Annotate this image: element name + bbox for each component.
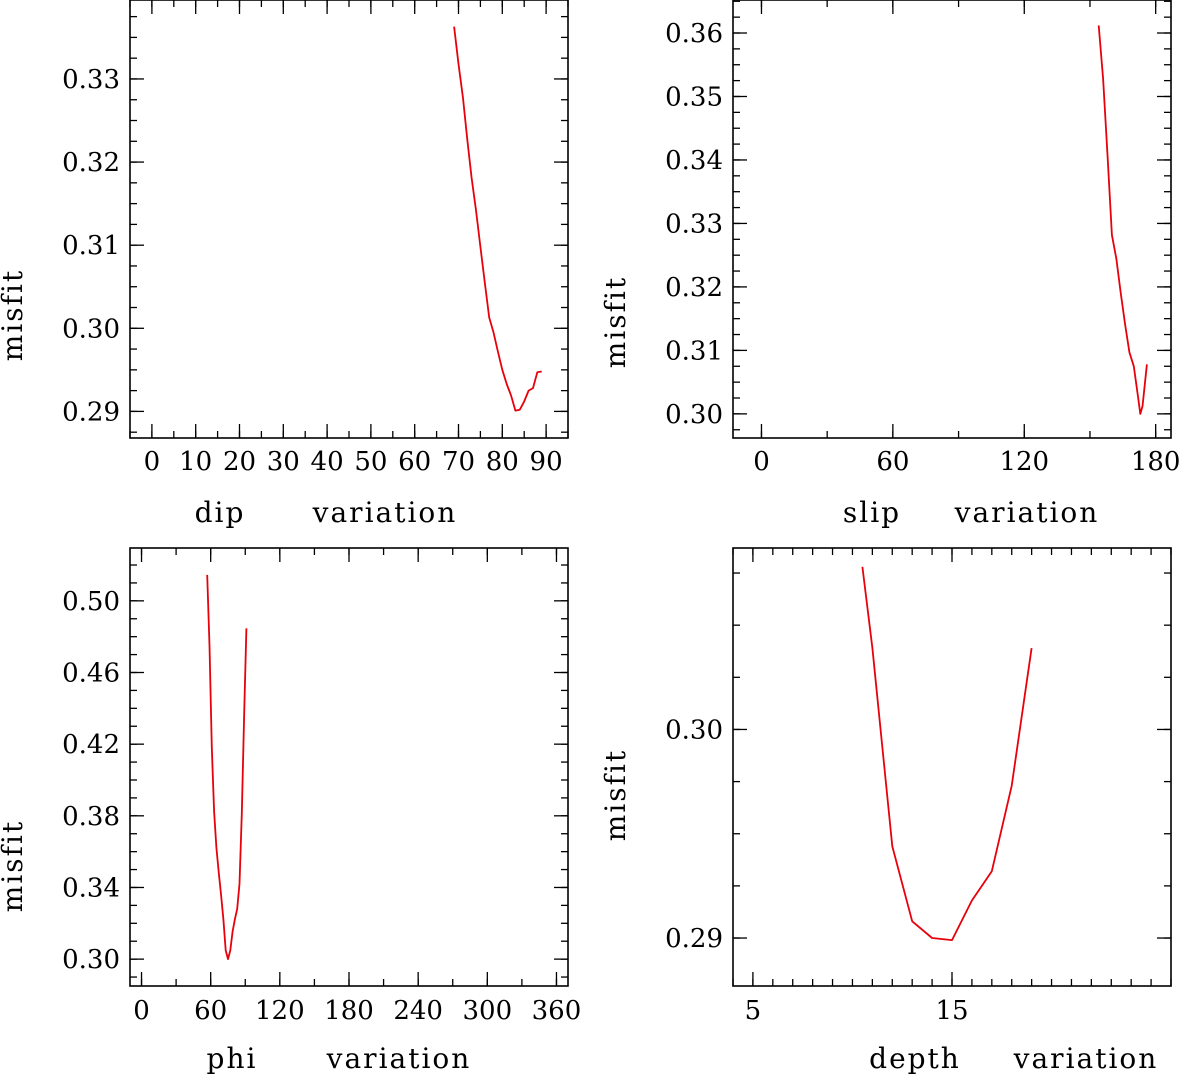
dip-x-tick-label: 50 — [354, 447, 387, 477]
phi-x-tick-label: 360 — [532, 996, 582, 1026]
phi-y-tick-label: 0.42 — [62, 730, 120, 760]
phi-y-tick-label: 0.30 — [62, 945, 120, 975]
depth-x-tick-label: 15 — [935, 996, 968, 1026]
slip-plot-frame — [732, 0, 1172, 439]
slip-misfit-curve — [1097, 25, 1148, 415]
phi-plot-frame — [129, 547, 569, 987]
depth-misfit-curve — [861, 566, 1033, 941]
dip-x-tick-label: 30 — [267, 447, 300, 477]
slip-y-axis-label: misfit — [599, 276, 632, 368]
phi-misfit-curve — [206, 574, 248, 960]
slip-y-tick-label: 0.32 — [665, 273, 723, 303]
phi-x-tick-label: 0 — [133, 996, 150, 1026]
dip-y-tick-label: 0.31 — [62, 231, 120, 261]
dip-x-tick-label: 40 — [311, 447, 344, 477]
slip-x-tick-label: 120 — [999, 447, 1049, 477]
phi-y-tick-label: 0.50 — [62, 587, 120, 617]
dip-y-tick-label: 0.33 — [62, 65, 120, 95]
dip-y-tick-label: 0.32 — [62, 148, 120, 178]
slip-variation-panel: 0.30 0.31 0.32 0.33 0.34 0.35 0.36 0 60 120 180 sli… — [599, 0, 1180, 529]
phi-x-tick-label: 300 — [462, 996, 512, 1026]
dip-x-tick-label: 90 — [530, 447, 563, 477]
depth-x-axis-label-word: variation — [1013, 1042, 1159, 1075]
dip-x-tick-label: 20 — [223, 447, 256, 477]
dip-x-tick-label: 10 — [179, 447, 212, 477]
slip-y-tick-label: 0.36 — [665, 19, 723, 49]
slip-y-tick-label: 0.33 — [665, 209, 723, 239]
depth-x-tick-label: 5 — [745, 996, 762, 1026]
slip-x-tick-label: 60 — [876, 447, 909, 477]
depth-variation-panel: 0.29 0.30 5 15 depth variation misfit — [599, 547, 1172, 1075]
slip-y-tick-label: 0.31 — [665, 336, 723, 366]
slip-x-tick-label: 0 — [753, 447, 770, 477]
dip-misfit-curve — [453, 26, 542, 412]
dip-x-tick-label: 60 — [398, 447, 431, 477]
slip-x-tick-label: 180 — [1131, 447, 1181, 477]
depth-plot-frame — [732, 547, 1172, 987]
slip-y-tick-label: 0.34 — [665, 146, 723, 176]
dip-x-axis-label-word: variation — [312, 496, 458, 529]
dip-y-tick-label: 0.29 — [62, 397, 120, 427]
phi-y-tick-label: 0.38 — [62, 802, 120, 832]
slip-x-axis-label-word: slip — [843, 496, 901, 529]
slip-y-tick-label: 0.35 — [665, 82, 723, 112]
phi-x-tick-label: 120 — [255, 996, 305, 1026]
dip-variation-panel: 0.29 0.30 0.31 0.32 0.33 0 10 20 30 40 50 60 70 80 90 d… — [0, 0, 569, 529]
dip-x-axis-label-word: dip — [195, 496, 246, 529]
phi-variation-panel: 0.30 0.34 0.38 0.42 0.46 0.50 0 60 120 180 240 300 3… — [0, 547, 582, 1075]
phi-x-tick-label: 60 — [194, 996, 227, 1026]
phi-y-tick-label: 0.34 — [62, 873, 120, 903]
depth-x-axis-label-word: depth — [869, 1042, 961, 1075]
phi-y-axis-label: misfit — [0, 820, 29, 912]
phi-x-axis-label-word: variation — [326, 1042, 472, 1075]
dip-x-tick-label: 70 — [442, 447, 475, 477]
slip-y-tick-label: 0.30 — [665, 400, 723, 430]
dip-x-tick-label: 80 — [486, 447, 519, 477]
depth-y-tick-label: 0.29 — [665, 924, 723, 954]
phi-x-tick-label: 240 — [393, 996, 443, 1026]
dip-y-tick-label: 0.30 — [62, 314, 120, 344]
depth-y-tick-label: 0.30 — [665, 715, 723, 745]
depth-y-axis-label: misfit — [599, 749, 632, 841]
dip-x-tick-label: 0 — [144, 447, 161, 477]
phi-y-tick-label: 0.46 — [62, 659, 120, 689]
phi-x-tick-label: 180 — [324, 996, 374, 1026]
dip-y-axis-label: misfit — [0, 269, 29, 361]
slip-x-axis-label-word: variation — [954, 496, 1100, 529]
phi-x-axis-label-word: phi — [207, 1042, 258, 1075]
